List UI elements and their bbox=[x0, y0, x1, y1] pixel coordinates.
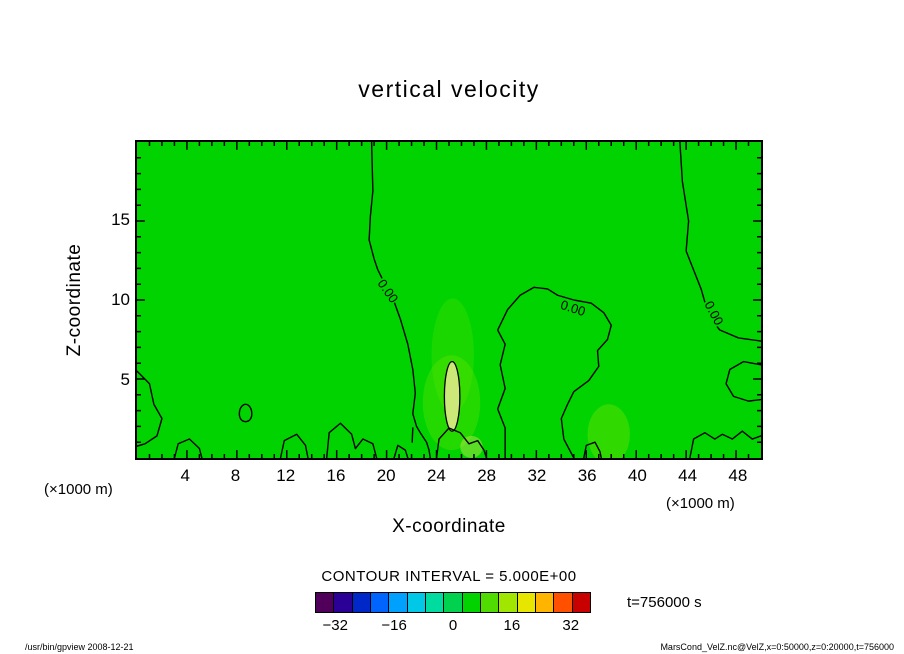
y-tick-labels: 5 10 15 bbox=[86, 140, 130, 460]
x-tick-label: 32 bbox=[527, 466, 547, 485]
colorbar-segment bbox=[425, 593, 445, 612]
x-tick-label: 48 bbox=[728, 466, 748, 485]
contour-plot-canvas bbox=[137, 142, 761, 458]
colorbar-segment bbox=[316, 593, 335, 612]
x-axis-label: X-coordinate bbox=[392, 516, 506, 537]
colorbar-segment bbox=[407, 593, 426, 612]
y-tick-label: 15 bbox=[111, 210, 130, 229]
y-axis-unit: (×1000 m) bbox=[44, 481, 113, 498]
colorbar-segment bbox=[554, 593, 573, 612]
colorbar-tick-label: 32 bbox=[562, 617, 580, 634]
contour-interval-text: CONTOUR INTERVAL = 5.000E+00 bbox=[321, 568, 577, 585]
footer-source-text: MarsCond_VelZ.nc@VelZ,x=0:50000,z=0:2000… bbox=[660, 642, 894, 652]
colorbar-tick-label: 16 bbox=[503, 617, 521, 634]
colorbar-segment bbox=[499, 593, 518, 612]
colorbar-segment bbox=[444, 593, 463, 612]
y-tick-label: 5 bbox=[120, 370, 130, 389]
colorbar-tick-labels: −32 −16 0 16 32 bbox=[315, 617, 591, 635]
colorbar-segment bbox=[389, 593, 408, 612]
colorbar-tick-label: −32 bbox=[322, 617, 348, 634]
x-tick-label: 40 bbox=[627, 466, 647, 485]
colorbar-segment bbox=[370, 593, 390, 612]
colorbar-tick-label: −16 bbox=[381, 617, 407, 634]
x-tick-label: 36 bbox=[577, 466, 597, 485]
plot-area: 0.00 0.00 0.00 bbox=[135, 140, 763, 460]
colorbar-segment bbox=[517, 593, 536, 612]
time-annotation: t=756000 s bbox=[627, 594, 702, 611]
x-tick-label: 28 bbox=[477, 466, 497, 485]
x-tick-label: 16 bbox=[326, 466, 346, 485]
chart-title: vertical velocity bbox=[358, 76, 540, 102]
x-tick-label: 44 bbox=[678, 466, 698, 485]
colorbar-segment bbox=[352, 593, 371, 612]
x-tick-labels: 4 8 12 16 20 24 28 32 36 40 44 48 bbox=[135, 466, 763, 488]
x-axis-unit: (×1000 m) bbox=[666, 495, 735, 512]
footer-command-text: /usr/bin/gpview 2008-12-21 bbox=[25, 642, 134, 652]
x-tick-label: 20 bbox=[376, 466, 396, 485]
y-tick-label: 10 bbox=[111, 290, 130, 309]
x-tick-label: 12 bbox=[276, 466, 296, 485]
x-tick-label: 4 bbox=[180, 466, 190, 485]
colorbar-segment bbox=[535, 593, 555, 612]
x-tick-label: 8 bbox=[230, 466, 241, 485]
colorbar-segment bbox=[334, 593, 353, 612]
y-axis-label: Z-coordinate bbox=[64, 243, 85, 357]
colorbar-segment bbox=[462, 593, 481, 612]
colorbar-segment bbox=[480, 593, 500, 612]
colorbar-tick-label: 0 bbox=[448, 617, 458, 634]
x-tick-label: 24 bbox=[426, 466, 446, 485]
colorbar bbox=[315, 592, 591, 613]
colorbar-segment bbox=[572, 593, 590, 612]
